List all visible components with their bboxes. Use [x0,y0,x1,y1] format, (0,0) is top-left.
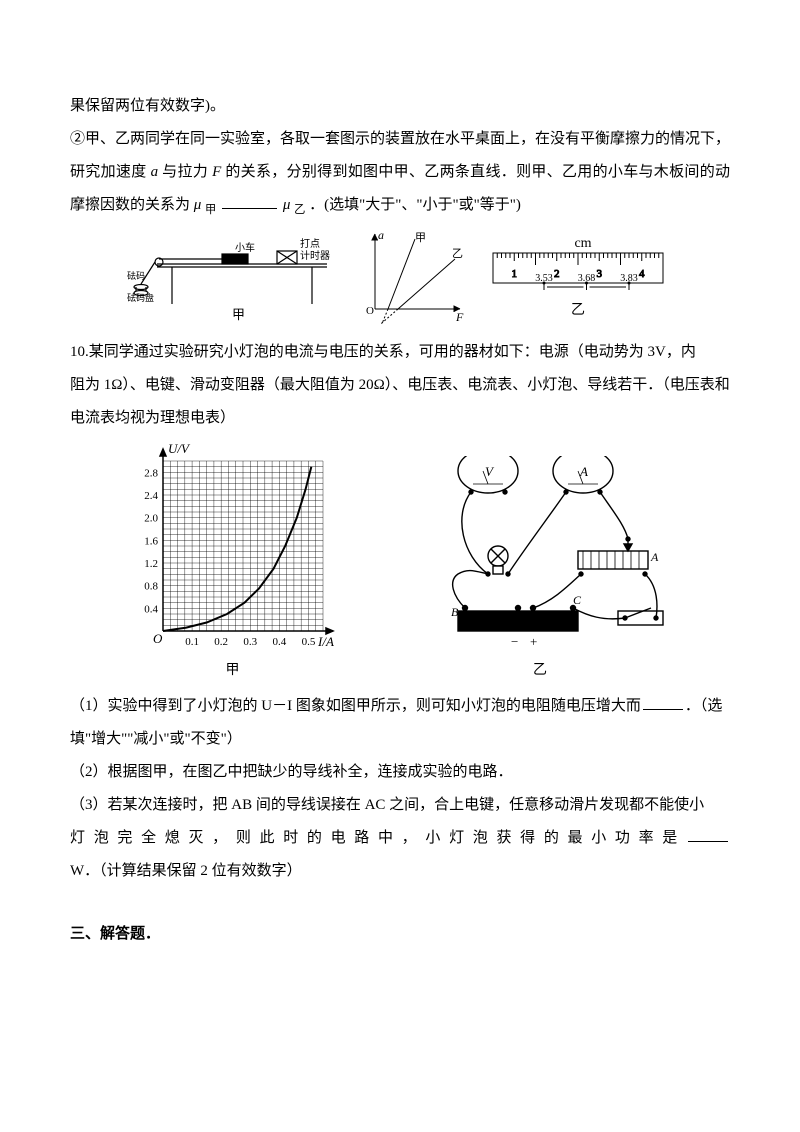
txt: 与拉力 [162,164,208,180]
txt: 的关系，分别得到如图中甲、乙两条直线．则甲、乙用的小车与木板间的动 [225,164,730,180]
axis-F: F [455,310,464,324]
var-F: F [212,164,221,180]
q10-sub2: （2）根据图甲，在图乙中把缺少的导线补全，连接成实验的电路． [70,756,730,789]
origin-O: O [366,305,374,317]
xlabel: I/A [317,634,334,649]
q9-figures: 小车 打点 计时器 砝码 砝码盘 甲 a F O 甲 乙 cm [70,229,730,324]
origin: O [153,631,163,646]
sub-jia: 甲 [205,204,216,216]
ui-chart: U/V I/A O 0.1 0.2 0.3 0.4 0.5 0.4 0.8 1.2 1.6 2.… [123,441,343,656]
circuit-cap: 乙 [403,664,678,678]
txt: 摩擦因数的关系为 [70,197,190,213]
timer-label-1: 打点 [300,237,320,250]
svg-text:2.4: 2.4 [144,490,158,502]
label-plus: + [530,634,537,649]
ylabel: U/V [168,441,191,456]
svg-text:0.4: 0.4 [272,636,286,648]
svg-text:4: 4 [639,268,645,280]
svg-text:3.83: 3.83 [620,273,638,284]
svg-text:0.5: 0.5 [301,636,315,648]
svg-text:3: 3 [597,268,603,280]
q9-part2: ②甲、乙两同学在同一实验室，各取一套图示的装置放在水平桌面上，在没有平衡摩擦力的… [70,123,730,223]
svg-text:1: 1 [512,268,518,280]
cap-jia: 甲 [232,307,245,322]
q10-stem-1: 10.某同学通过实验研究小灯泡的电流与电压的关系，可用的器材如下：电源（电动势为… [70,336,730,369]
car-label: 小车 [235,241,255,254]
svg-text:0.2: 0.2 [214,636,228,648]
mu: μ [194,197,202,213]
apparatus-diagram: 小车 打点 计时器 砝码 砝码盘 甲 [127,229,342,324]
q10-figures: U/V I/A O 0.1 0.2 0.3 0.4 0.5 0.4 0.8 1.2 1.6 2.… [70,441,730,678]
svg-text:3.53: 3.53 [535,273,553,284]
svg-text:3.68: 3.68 [578,273,596,284]
svg-text:0.3: 0.3 [243,636,257,648]
txt: 灯泡完全熄灭，则此时的电路中，小灯泡获得的最小功率是 [70,830,686,846]
line-jia: 甲 [415,232,426,244]
svg-text:1.6: 1.6 [144,535,158,547]
q10-sub3b: 灯泡完全熄灭，则此时的电路中，小灯泡获得的最小功率是 W．（计算结果保留 2 位有… [70,822,730,888]
label-A: A [650,550,659,564]
chart-cap: 甲 [123,664,343,678]
ui-chart-wrap: U/V I/A O 0.1 0.2 0.3 0.4 0.5 0.4 0.8 1.2 1.6 2.… [123,441,343,678]
pan-label: 砝码盘 [127,292,154,303]
label-minus: − [511,634,518,649]
txt: ．（选 [685,698,723,714]
ruler-diagram: cm 1 2 3 4 3.53 3.68 3.83 乙 [483,229,673,324]
q10-sub1: （1）实验中得到了小灯泡的 U－I 图象如图甲所示，则可知小灯泡的电阻随电压增大… [70,690,730,723]
weight-label: 砝码 [127,270,145,281]
txt: ．(选填"大于"、"小于"或"等于") [309,197,521,213]
txt: W．（计算结果保留 2 位有效数字） [70,863,302,879]
aF-graph: a F O 甲 乙 [360,229,465,324]
txt: ②甲、乙两同学在同一实验室，各取一套图示的装置放在水平桌面上，在没有平衡摩擦力的… [70,131,730,147]
blank-power[interactable] [688,826,728,842]
svg-text:2: 2 [554,268,560,280]
q10-stem-3: 电流表均视为理想电表） [70,402,730,435]
label-B: B [451,605,459,619]
svg-text:1.2: 1.2 [144,558,158,570]
txt: （1）实验中得到了小灯泡的 U－I 图象如图甲所示，则可知小灯泡的电阻随电压增大… [70,698,641,714]
ruler-unit: cm [574,236,591,251]
axis-a: a [378,229,384,242]
q10-sub3a: （3）若某次连接时，把 AB 间的导线误接在 AC 之间，合上电键，任意移动滑片… [70,789,730,822]
line-yi: 乙 [452,247,463,260]
section-3-heading: 三、解答题． [70,918,730,951]
circuit-wrap: V A A B − + C 乙 [403,456,678,678]
circuit-diagram: V A A B − + C [403,456,678,656]
svg-text:2.8: 2.8 [144,467,158,479]
q10-sub1c: 填"增大""减小"或"不变"） [70,723,730,756]
svg-text:0.8: 0.8 [144,580,158,592]
svg-text:0.1: 0.1 [185,636,199,648]
svg-text:0.4: 0.4 [144,603,158,615]
label-C: C [573,593,582,607]
svg-text:2.0: 2.0 [144,512,158,524]
blank-mu-relation[interactable] [222,193,277,209]
mu2: μ [283,197,291,213]
cap-yi: 乙 [571,302,585,318]
timer-label-2: 计时器 [300,249,330,262]
q10-stem-2: 阻为 1Ω）、电键、滑动变阻器（最大阻值为 20Ω）、电压表、电流表、小灯泡、导… [70,369,730,402]
q9-tail: 果保留两位有效数字)。 [70,90,730,123]
meter-A: A [579,464,588,479]
txt: 研究加速度 [70,164,147,180]
blank-resistance[interactable] [643,694,683,710]
sub-yi: 乙 [294,204,305,216]
var-a: a [151,164,159,180]
